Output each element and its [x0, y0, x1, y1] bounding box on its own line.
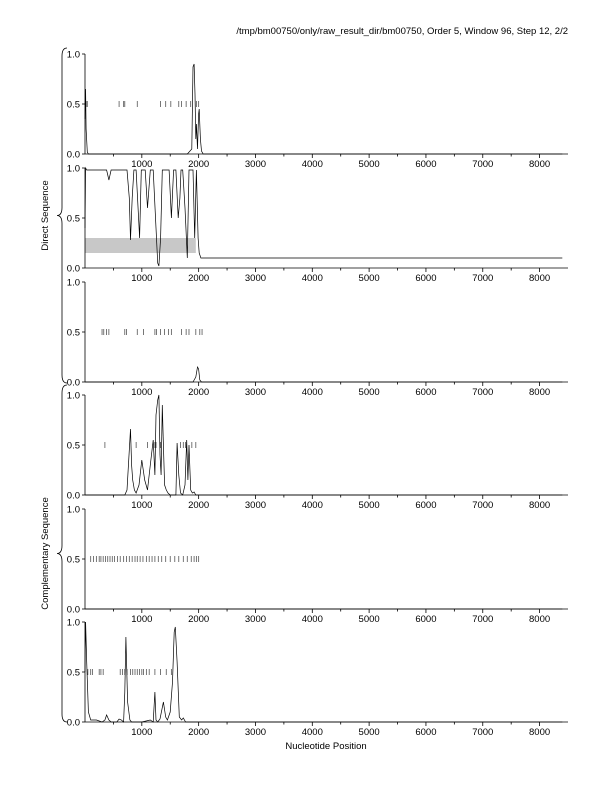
x-tick-label: 2000	[188, 500, 209, 511]
x-tick-label: 8000	[529, 387, 550, 398]
x-tick-label: 2000	[188, 727, 209, 738]
x-tick-label: 1000	[131, 387, 152, 398]
x-tick-label: 2000	[188, 159, 209, 170]
y-tick-label: 0.0	[67, 491, 80, 502]
y-tick-label: 1.0	[67, 505, 80, 516]
x-tick-label: 8000	[529, 273, 550, 284]
series-line	[84, 621, 563, 723]
x-tick-label: 8000	[529, 614, 550, 625]
y-tick-label: 1.0	[67, 278, 80, 289]
y-tick-label: 0.5	[67, 214, 80, 225]
x-tick-label: 6000	[415, 159, 436, 170]
x-tick-label: 3000	[245, 159, 266, 170]
x-tick-label: 6000	[415, 387, 436, 398]
x-tick-label: 1000	[131, 614, 152, 625]
x-tick-label: 3000	[245, 500, 266, 511]
x-tick-label: 3000	[245, 727, 266, 738]
series-line	[85, 394, 563, 496]
series-line	[84, 63, 563, 155]
x-tick-label: 5000	[359, 727, 380, 738]
group-labels: Direct Sequence Complementary Sequence	[40, 47, 68, 723]
page-title: /tmp/bm00750/only/raw_result_dir/bm00750…	[236, 26, 568, 37]
x-tick-label: 7000	[472, 273, 493, 284]
y-tick-label: 1.0	[67, 391, 80, 402]
x-tick-label: 8000	[529, 727, 550, 738]
panel-3: 0.0 0.5 1.0 1000 2000 3000 4000 5000 6000 7000 800…	[67, 278, 568, 398]
group-brace	[56, 47, 68, 384]
y-tick-label: 0.0	[67, 150, 80, 161]
panels: 0.0 0.5 1.0 1000 2000 3000 4000 5000 6000 7000 800…	[67, 50, 568, 738]
x-tick-label: 3000	[245, 273, 266, 284]
x-tick-label: 7000	[472, 387, 493, 398]
x-tick-label: 4000	[302, 500, 323, 511]
x-axis-title: Nucleotide Position	[285, 741, 366, 752]
x-tick-label: 5000	[359, 159, 380, 170]
y-tick-label: 0.0	[67, 378, 80, 389]
x-tick-label: 3000	[245, 387, 266, 398]
y-tick-label: 0.0	[67, 264, 80, 275]
x-tick-label: 1000	[131, 727, 152, 738]
x-tick-label: 4000	[302, 273, 323, 284]
y-tick-label: 0.5	[67, 555, 80, 566]
panel-6: 0.0 0.5 1.0 1000 2000 3000 4000 5000 6000 7000 800…	[67, 618, 568, 738]
x-tick-label: 8000	[529, 159, 550, 170]
x-tick-label: 2000	[188, 273, 209, 284]
x-tick-label: 5000	[359, 273, 380, 284]
x-tick-label: 2000	[188, 614, 209, 625]
series-line	[84, 166, 563, 267]
x-tick-label: 4000	[302, 727, 323, 738]
x-tick-label: 1000	[131, 500, 152, 511]
x-tick-label: 2000	[188, 387, 209, 398]
y-tick-label: 1.0	[67, 50, 80, 61]
y-tick-label: 1.0	[67, 618, 80, 629]
x-tick-label: 5000	[359, 614, 380, 625]
y-tick-label: 0.5	[67, 668, 80, 679]
x-tick-label: 6000	[415, 273, 436, 284]
x-tick-label: 6000	[415, 727, 436, 738]
x-tick-label: 3000	[245, 614, 266, 625]
x-tick-label: 5000	[359, 500, 380, 511]
series-line	[85, 365, 563, 383]
y-tick-label: 0.5	[67, 441, 80, 452]
group-label: Direct Sequence	[40, 180, 51, 250]
x-tick-label: 7000	[472, 500, 493, 511]
x-tick-label: 6000	[415, 614, 436, 625]
x-tick-label: 4000	[302, 159, 323, 170]
y-tick-label: 0.0	[67, 718, 80, 729]
y-tick-label: 0.0	[67, 605, 80, 616]
group-brace	[56, 384, 68, 723]
x-tick-label: 7000	[472, 614, 493, 625]
y-tick-label: 1.0	[67, 164, 80, 175]
x-tick-label: 7000	[472, 727, 493, 738]
panel-5: 0.0 0.5 1.0 1000 2000 3000 4000 5000 6000 7000 800…	[67, 505, 568, 625]
y-tick-label: 0.5	[67, 100, 80, 111]
x-tick-label: 1000	[131, 273, 152, 284]
y-tick-label: 0.5	[67, 328, 80, 339]
x-tick-label: 6000	[415, 500, 436, 511]
x-tick-label: 8000	[529, 500, 550, 511]
x-tick-label: 7000	[472, 159, 493, 170]
x-tick-label: 4000	[302, 614, 323, 625]
x-tick-label: 5000	[359, 387, 380, 398]
threshold-band	[85, 238, 196, 253]
x-tick-label: 1000	[131, 159, 152, 170]
group-label: Complementary Sequence	[40, 497, 51, 609]
panel-2: 0.0 0.5 1.0 1000 2000 3000 4000 5000 6000 7000 800…	[67, 164, 568, 284]
panel-4: 0.0 0.5 1.0 1000 2000 3000 4000 5000 6000 7000 800…	[67, 391, 568, 511]
panel-1: 0.0 0.5 1.0 1000 2000 3000 4000 5000 6000 7000 800…	[67, 50, 568, 170]
x-tick-label: 4000	[302, 387, 323, 398]
